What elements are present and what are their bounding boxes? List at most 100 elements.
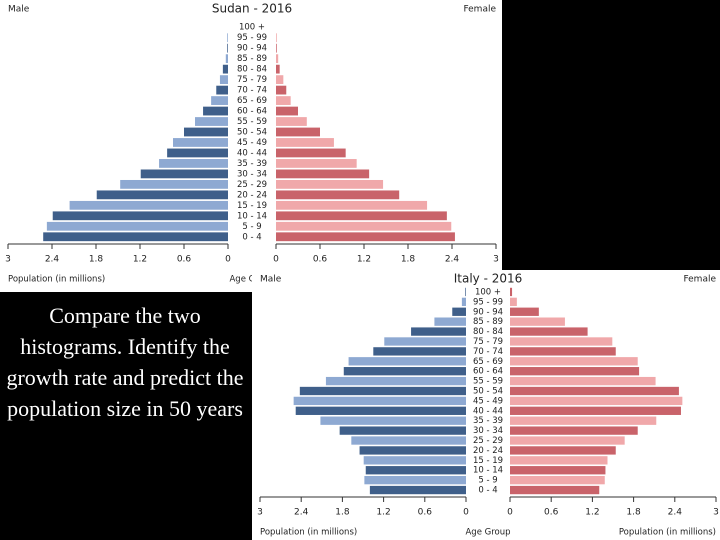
bar xyxy=(276,106,298,116)
bar xyxy=(325,376,466,386)
bar xyxy=(365,466,466,475)
bar xyxy=(510,436,625,445)
age-label: 20 - 24 xyxy=(473,446,503,456)
x-axis-label: Population (in millions) xyxy=(8,275,105,285)
bar xyxy=(276,117,307,126)
bar xyxy=(219,75,228,85)
age-label: 55 - 59 xyxy=(237,117,267,127)
bar xyxy=(222,64,228,74)
bar xyxy=(216,85,228,95)
age-label: 85 - 89 xyxy=(473,317,503,327)
bar xyxy=(510,416,657,425)
x-tick-label: 1.8 xyxy=(89,255,104,265)
bar xyxy=(510,367,640,376)
bar xyxy=(299,386,466,396)
bar xyxy=(227,33,228,43)
bar xyxy=(52,211,228,221)
age-label: 15 - 19 xyxy=(237,201,267,211)
bar xyxy=(276,138,334,147)
x-tick-label: 1.2 xyxy=(357,255,371,265)
bar xyxy=(43,232,229,242)
right-label: Female xyxy=(683,275,716,285)
bar xyxy=(96,190,228,200)
x-tick-label: 0.6 xyxy=(544,508,559,518)
age-label: 65 - 69 xyxy=(237,96,267,106)
bar xyxy=(384,337,466,346)
age-label: 70 - 74 xyxy=(237,86,267,96)
bar xyxy=(173,138,228,147)
age-label: 100 + xyxy=(475,287,501,297)
age-label: 50 - 54 xyxy=(237,128,267,138)
bar xyxy=(276,179,384,189)
age-label: 35 - 39 xyxy=(237,159,267,169)
bar xyxy=(510,426,638,435)
x-tick-label: 0 xyxy=(463,508,469,518)
x-tick-label: 1.8 xyxy=(626,508,641,518)
bar xyxy=(359,446,466,455)
bar xyxy=(225,54,228,64)
age-label: 45 - 49 xyxy=(237,138,267,148)
bar xyxy=(348,357,466,366)
age-label: 30 - 34 xyxy=(473,426,503,436)
bar xyxy=(510,287,513,297)
bar xyxy=(510,396,683,406)
x-tick-label: 3 xyxy=(257,508,263,518)
bar xyxy=(510,406,681,415)
chart-background xyxy=(0,0,502,292)
bar xyxy=(120,179,228,189)
bar xyxy=(295,406,466,415)
bar xyxy=(373,347,466,356)
left-label: Male xyxy=(8,5,30,15)
bar xyxy=(195,117,228,126)
x-tick-label: 0 xyxy=(273,255,279,265)
x-tick-label: 1.2 xyxy=(133,255,147,265)
bar xyxy=(276,43,277,53)
bar xyxy=(510,347,616,356)
age-label: 90 - 94 xyxy=(473,307,503,317)
bar xyxy=(343,367,466,376)
age-label: 40 - 44 xyxy=(237,148,267,158)
bar xyxy=(510,327,588,336)
x-tick-label: 0.6 xyxy=(177,255,192,265)
title: Sudan - 2016 xyxy=(212,2,292,16)
bar xyxy=(510,446,616,455)
age-label: 55 - 59 xyxy=(473,377,503,387)
bar xyxy=(411,327,466,336)
bar xyxy=(465,287,466,297)
left-label: Male xyxy=(260,275,282,285)
bar xyxy=(276,211,447,221)
bar xyxy=(510,386,679,396)
bar xyxy=(159,159,228,168)
bar xyxy=(276,200,428,210)
y-axis-label: Age Group xyxy=(465,528,510,538)
bar xyxy=(276,159,357,168)
bar xyxy=(276,190,400,200)
age-label: 15 - 19 xyxy=(473,456,503,466)
bar xyxy=(510,466,606,475)
age-label: 75 - 79 xyxy=(473,337,503,347)
bar xyxy=(364,475,466,485)
age-label: 5 - 9 xyxy=(242,222,261,232)
age-label: 95 - 99 xyxy=(473,297,503,307)
x-tick-label: 3 xyxy=(713,508,719,518)
x-tick-label: 0.6 xyxy=(313,255,328,265)
bar xyxy=(510,357,638,366)
bar xyxy=(510,456,608,465)
x-axis-label: Population (in millions) xyxy=(260,528,357,538)
age-label: 95 - 99 xyxy=(237,33,267,43)
bar xyxy=(276,33,277,43)
age-label: 60 - 64 xyxy=(473,367,503,377)
age-label: 5 - 9 xyxy=(478,476,497,486)
bar xyxy=(276,148,346,158)
bar xyxy=(452,307,466,316)
age-label: 10 - 14 xyxy=(237,211,267,221)
age-label: 10 - 14 xyxy=(473,466,503,476)
bar xyxy=(369,485,466,495)
bar xyxy=(434,317,466,326)
age-label: 85 - 89 xyxy=(237,54,267,64)
bar xyxy=(510,307,539,316)
x-tick-label: 1.2 xyxy=(585,508,599,518)
age-label: 35 - 39 xyxy=(473,416,503,426)
bar xyxy=(510,376,656,386)
